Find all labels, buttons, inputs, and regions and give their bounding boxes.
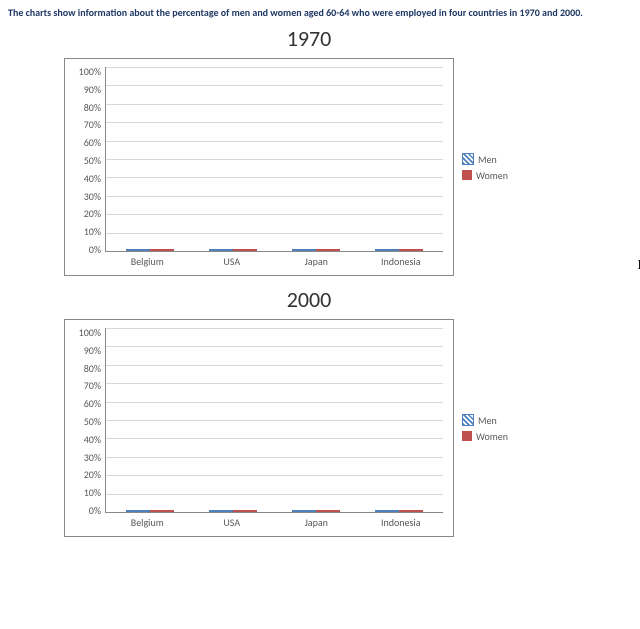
swatch-men-icon <box>462 414 474 426</box>
swatch-men-icon <box>462 153 474 165</box>
group-indonesia-1970 <box>363 249 436 251</box>
group-indonesia-2000 <box>363 510 436 512</box>
y-axis-2000: 100%90%80% 70%60%50% 40%30%20% 10%0% <box>65 320 105 536</box>
legend-2000: Men Women <box>462 411 508 446</box>
bar-women-usa-2000 <box>233 510 257 512</box>
x-axis-1970: Belgium USA Japan Indonesia <box>105 252 443 275</box>
bar-men-belgium-2000 <box>126 510 150 512</box>
bar-men-indonesia-1970 <box>375 249 399 251</box>
bar-women-belgium-1970 <box>150 249 174 251</box>
x-axis-2000: Belgium USA Japan Indonesia <box>105 513 443 536</box>
swatch-women-icon <box>462 431 472 441</box>
legend-men-2000: Men <box>462 414 508 427</box>
group-japan-1970 <box>280 249 353 251</box>
bar-women-indonesia-2000 <box>399 510 423 512</box>
chart-title-1970: 1970 <box>114 25 504 52</box>
chart-title-2000: 2000 <box>114 286 504 313</box>
bar-women-japan-2000 <box>316 510 340 512</box>
group-belgium-1970 <box>113 249 186 251</box>
plot-area-2000 <box>105 328 443 513</box>
chart-1970: 1970 100%90%80% 70%60%50% 40%30%20% 10%0… <box>64 25 632 276</box>
chart-box-2000: 100%90%80% 70%60%50% 40%30%20% 10%0% <box>64 319 454 537</box>
bar-men-usa-2000 <box>209 510 233 512</box>
page-description: The charts show information about the pe… <box>8 6 632 19</box>
bar-women-belgium-2000 <box>150 510 174 512</box>
bar-women-japan-1970 <box>316 249 340 251</box>
bar-men-usa-1970 <box>209 249 233 251</box>
bar-men-japan-1970 <box>292 249 316 251</box>
bar-women-usa-1970 <box>233 249 257 251</box>
y-axis-1970: 100%90%80% 70%60%50% 40%30%20% 10%0% <box>65 59 105 275</box>
chart-2000: 2000 100%90%80% 70%60%50% 40%30%20% 10%0… <box>64 286 632 537</box>
group-belgium-2000 <box>113 510 186 512</box>
chart-box-1970: 100%90%80% 70%60%50% 40%30%20% 10%0% <box>64 58 454 276</box>
swatch-women-icon <box>462 170 472 180</box>
legend-men-1970: Men <box>462 153 508 166</box>
bar-men-indonesia-2000 <box>375 510 399 512</box>
group-japan-2000 <box>280 510 353 512</box>
plot-area-1970 <box>105 67 443 252</box>
legend-1970: Men Women <box>462 150 508 185</box>
group-usa-1970 <box>196 249 269 251</box>
legend-women-2000: Women <box>462 430 508 443</box>
bar-men-japan-2000 <box>292 510 316 512</box>
legend-women-1970: Women <box>462 169 508 182</box>
group-usa-2000 <box>196 510 269 512</box>
bar-men-belgium-1970 <box>126 249 150 251</box>
bar-women-indonesia-1970 <box>399 249 423 251</box>
